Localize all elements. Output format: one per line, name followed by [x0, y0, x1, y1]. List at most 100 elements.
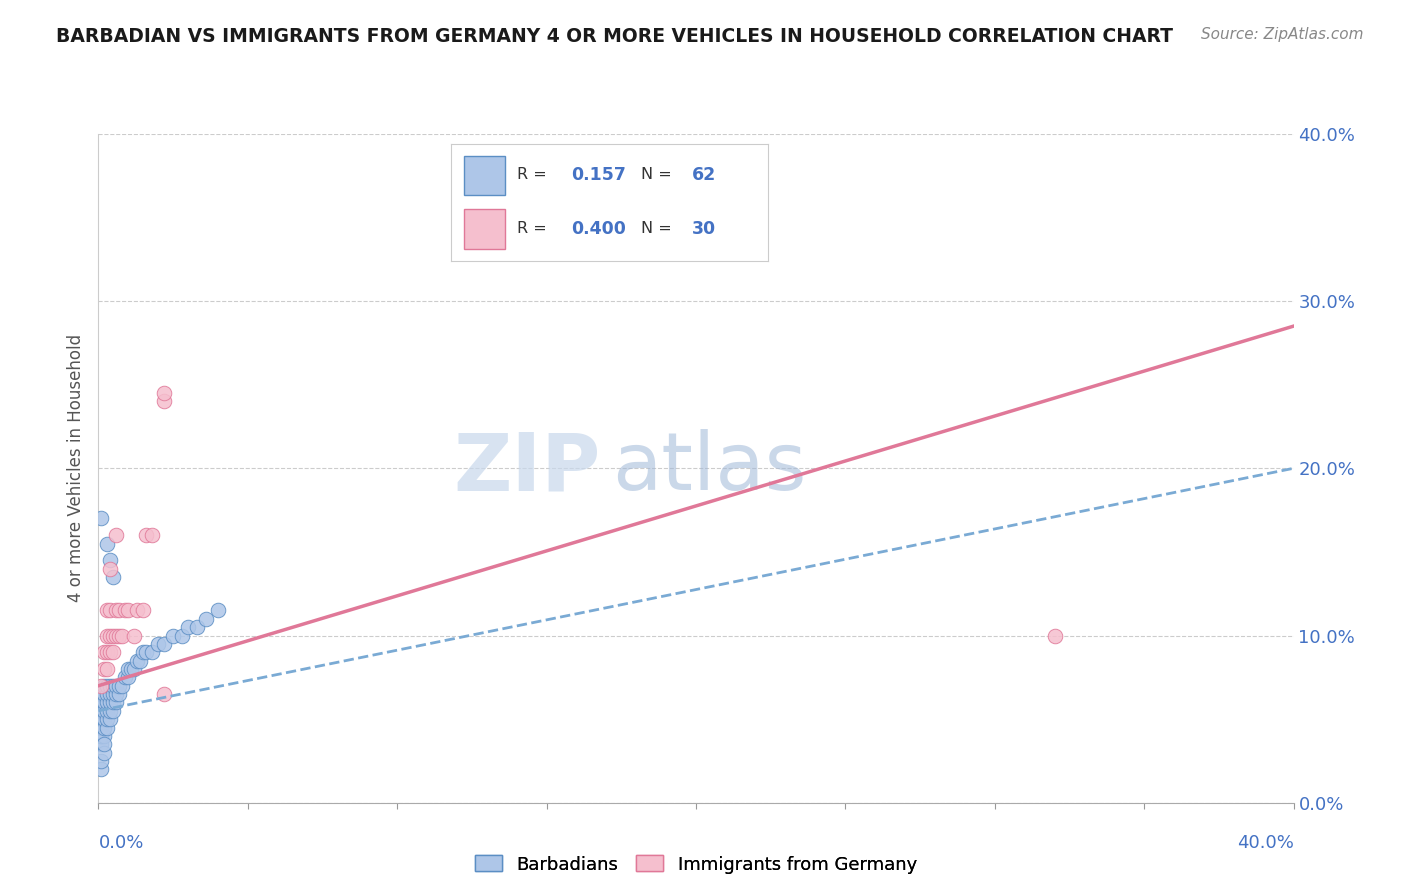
Point — [93, 721, 115, 735]
Point — [153, 637, 176, 651]
Point — [114, 603, 136, 617]
Point — [90, 737, 112, 751]
Point — [186, 620, 208, 634]
Point — [90, 729, 112, 743]
Point — [90, 754, 112, 768]
Point — [153, 394, 176, 409]
Point — [124, 662, 146, 676]
Point — [96, 704, 118, 718]
Point — [108, 687, 131, 701]
Point — [105, 679, 128, 693]
Point — [96, 721, 118, 735]
Point — [124, 628, 146, 642]
Point — [93, 746, 115, 760]
Point — [108, 603, 131, 617]
Point — [90, 511, 112, 525]
Point — [141, 645, 163, 659]
Point — [93, 679, 115, 693]
Point — [103, 696, 125, 710]
Point — [148, 637, 170, 651]
Y-axis label: 4 or more Vehicles in Household: 4 or more Vehicles in Household — [66, 334, 84, 602]
Point — [98, 704, 122, 718]
Text: 0.0%: 0.0% — [98, 834, 143, 852]
Point — [96, 712, 118, 726]
Point — [96, 679, 118, 693]
Point — [93, 696, 115, 710]
Point — [135, 645, 157, 659]
Point — [103, 679, 125, 693]
Point — [127, 603, 149, 617]
Point — [103, 645, 125, 659]
Point — [98, 562, 122, 576]
Text: ZIP: ZIP — [453, 429, 600, 508]
Point — [98, 645, 122, 659]
Point — [103, 628, 125, 642]
Point — [98, 679, 122, 693]
Point — [90, 729, 112, 743]
Point — [114, 670, 136, 684]
Point — [93, 737, 115, 751]
Point — [153, 386, 176, 401]
Point — [132, 603, 155, 617]
Text: BARBADIAN VS IMMIGRANTS FROM GERMANY 4 OR MORE VEHICLES IN HOUSEHOLD CORRELATION: BARBADIAN VS IMMIGRANTS FROM GERMANY 4 O… — [56, 27, 1173, 45]
Point — [162, 628, 184, 642]
Point — [111, 628, 134, 642]
Point — [108, 679, 131, 693]
Point — [117, 662, 139, 676]
Point — [96, 603, 118, 617]
Point — [90, 687, 112, 701]
Point — [105, 628, 128, 642]
Point — [103, 687, 125, 701]
Point — [98, 553, 122, 567]
Point — [135, 528, 157, 542]
Point — [103, 704, 125, 718]
Point — [105, 528, 128, 542]
Point — [141, 528, 163, 542]
Point — [103, 570, 125, 584]
Point — [96, 696, 118, 710]
Point — [90, 712, 112, 726]
Point — [132, 645, 155, 659]
Point — [111, 679, 134, 693]
Point — [90, 679, 112, 693]
Point — [96, 662, 118, 676]
Point — [129, 654, 152, 668]
Point — [127, 654, 149, 668]
Point — [117, 603, 139, 617]
Point — [153, 687, 176, 701]
Point — [207, 603, 229, 617]
Point — [177, 620, 200, 634]
Point — [98, 712, 122, 726]
Point — [120, 662, 142, 676]
Point — [93, 645, 115, 659]
Point — [108, 628, 131, 642]
Point — [93, 729, 115, 743]
Point — [194, 612, 218, 626]
Point — [93, 687, 115, 701]
Point — [96, 628, 118, 642]
Point — [172, 628, 194, 642]
Text: atlas: atlas — [612, 429, 807, 508]
Point — [90, 721, 112, 735]
Point — [93, 712, 115, 726]
Point — [1043, 628, 1066, 642]
Point — [90, 704, 112, 718]
Point — [98, 696, 122, 710]
Point — [90, 762, 112, 776]
Point — [96, 687, 118, 701]
Point — [105, 687, 128, 701]
Point — [117, 670, 139, 684]
Point — [93, 662, 115, 676]
Point — [98, 603, 122, 617]
Point — [93, 704, 115, 718]
Text: Source: ZipAtlas.com: Source: ZipAtlas.com — [1201, 27, 1364, 42]
Text: 40.0%: 40.0% — [1237, 834, 1294, 852]
Point — [98, 687, 122, 701]
Point — [105, 603, 128, 617]
Point — [96, 645, 118, 659]
Point — [90, 696, 112, 710]
Point — [96, 536, 118, 550]
Point — [98, 628, 122, 642]
Legend: Barbadians, Immigrants from Germany: Barbadians, Immigrants from Germany — [468, 848, 924, 880]
Point — [105, 696, 128, 710]
